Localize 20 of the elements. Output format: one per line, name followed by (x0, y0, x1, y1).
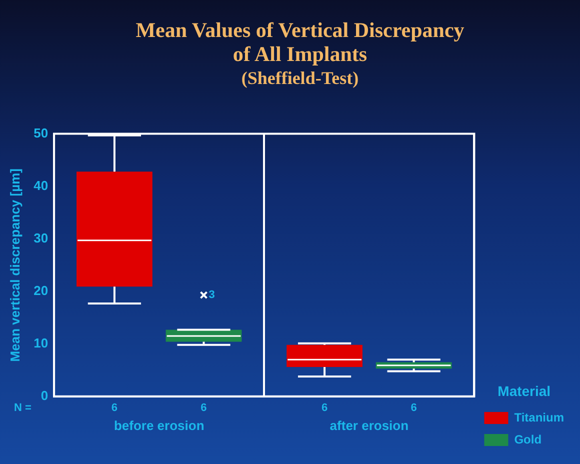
legend-label: Gold (514, 432, 542, 446)
legend-label: Titanium (514, 410, 564, 424)
y-tick-label: 10 (34, 335, 48, 350)
y-tick-label: 30 (34, 230, 48, 246)
y-tick-label: 20 (34, 282, 48, 298)
chart-subtitle: (Sheffield-Test) (240, 68, 360, 89)
text: 6 (410, 402, 417, 414)
x-tick-label: after erosion (330, 418, 409, 433)
text: N = (14, 402, 32, 414)
x-tick-label: before erosion (114, 418, 204, 433)
y-axis-title: Mean vertical discrepancy [µm] (7, 168, 22, 362)
text: 6 (321, 402, 328, 414)
legend-title: Material (498, 383, 551, 400)
y-tick-label: 40 (34, 178, 48, 193)
annotation: 3 (208, 289, 215, 302)
chart-title: Mean Values of Vertical Discrepancy of All Implants (134, 18, 466, 66)
y-tick-label: 50 (34, 125, 48, 140)
text: 6 (200, 402, 207, 414)
text: 6 (111, 402, 118, 414)
y-tick-label: 0 (40, 388, 48, 403)
